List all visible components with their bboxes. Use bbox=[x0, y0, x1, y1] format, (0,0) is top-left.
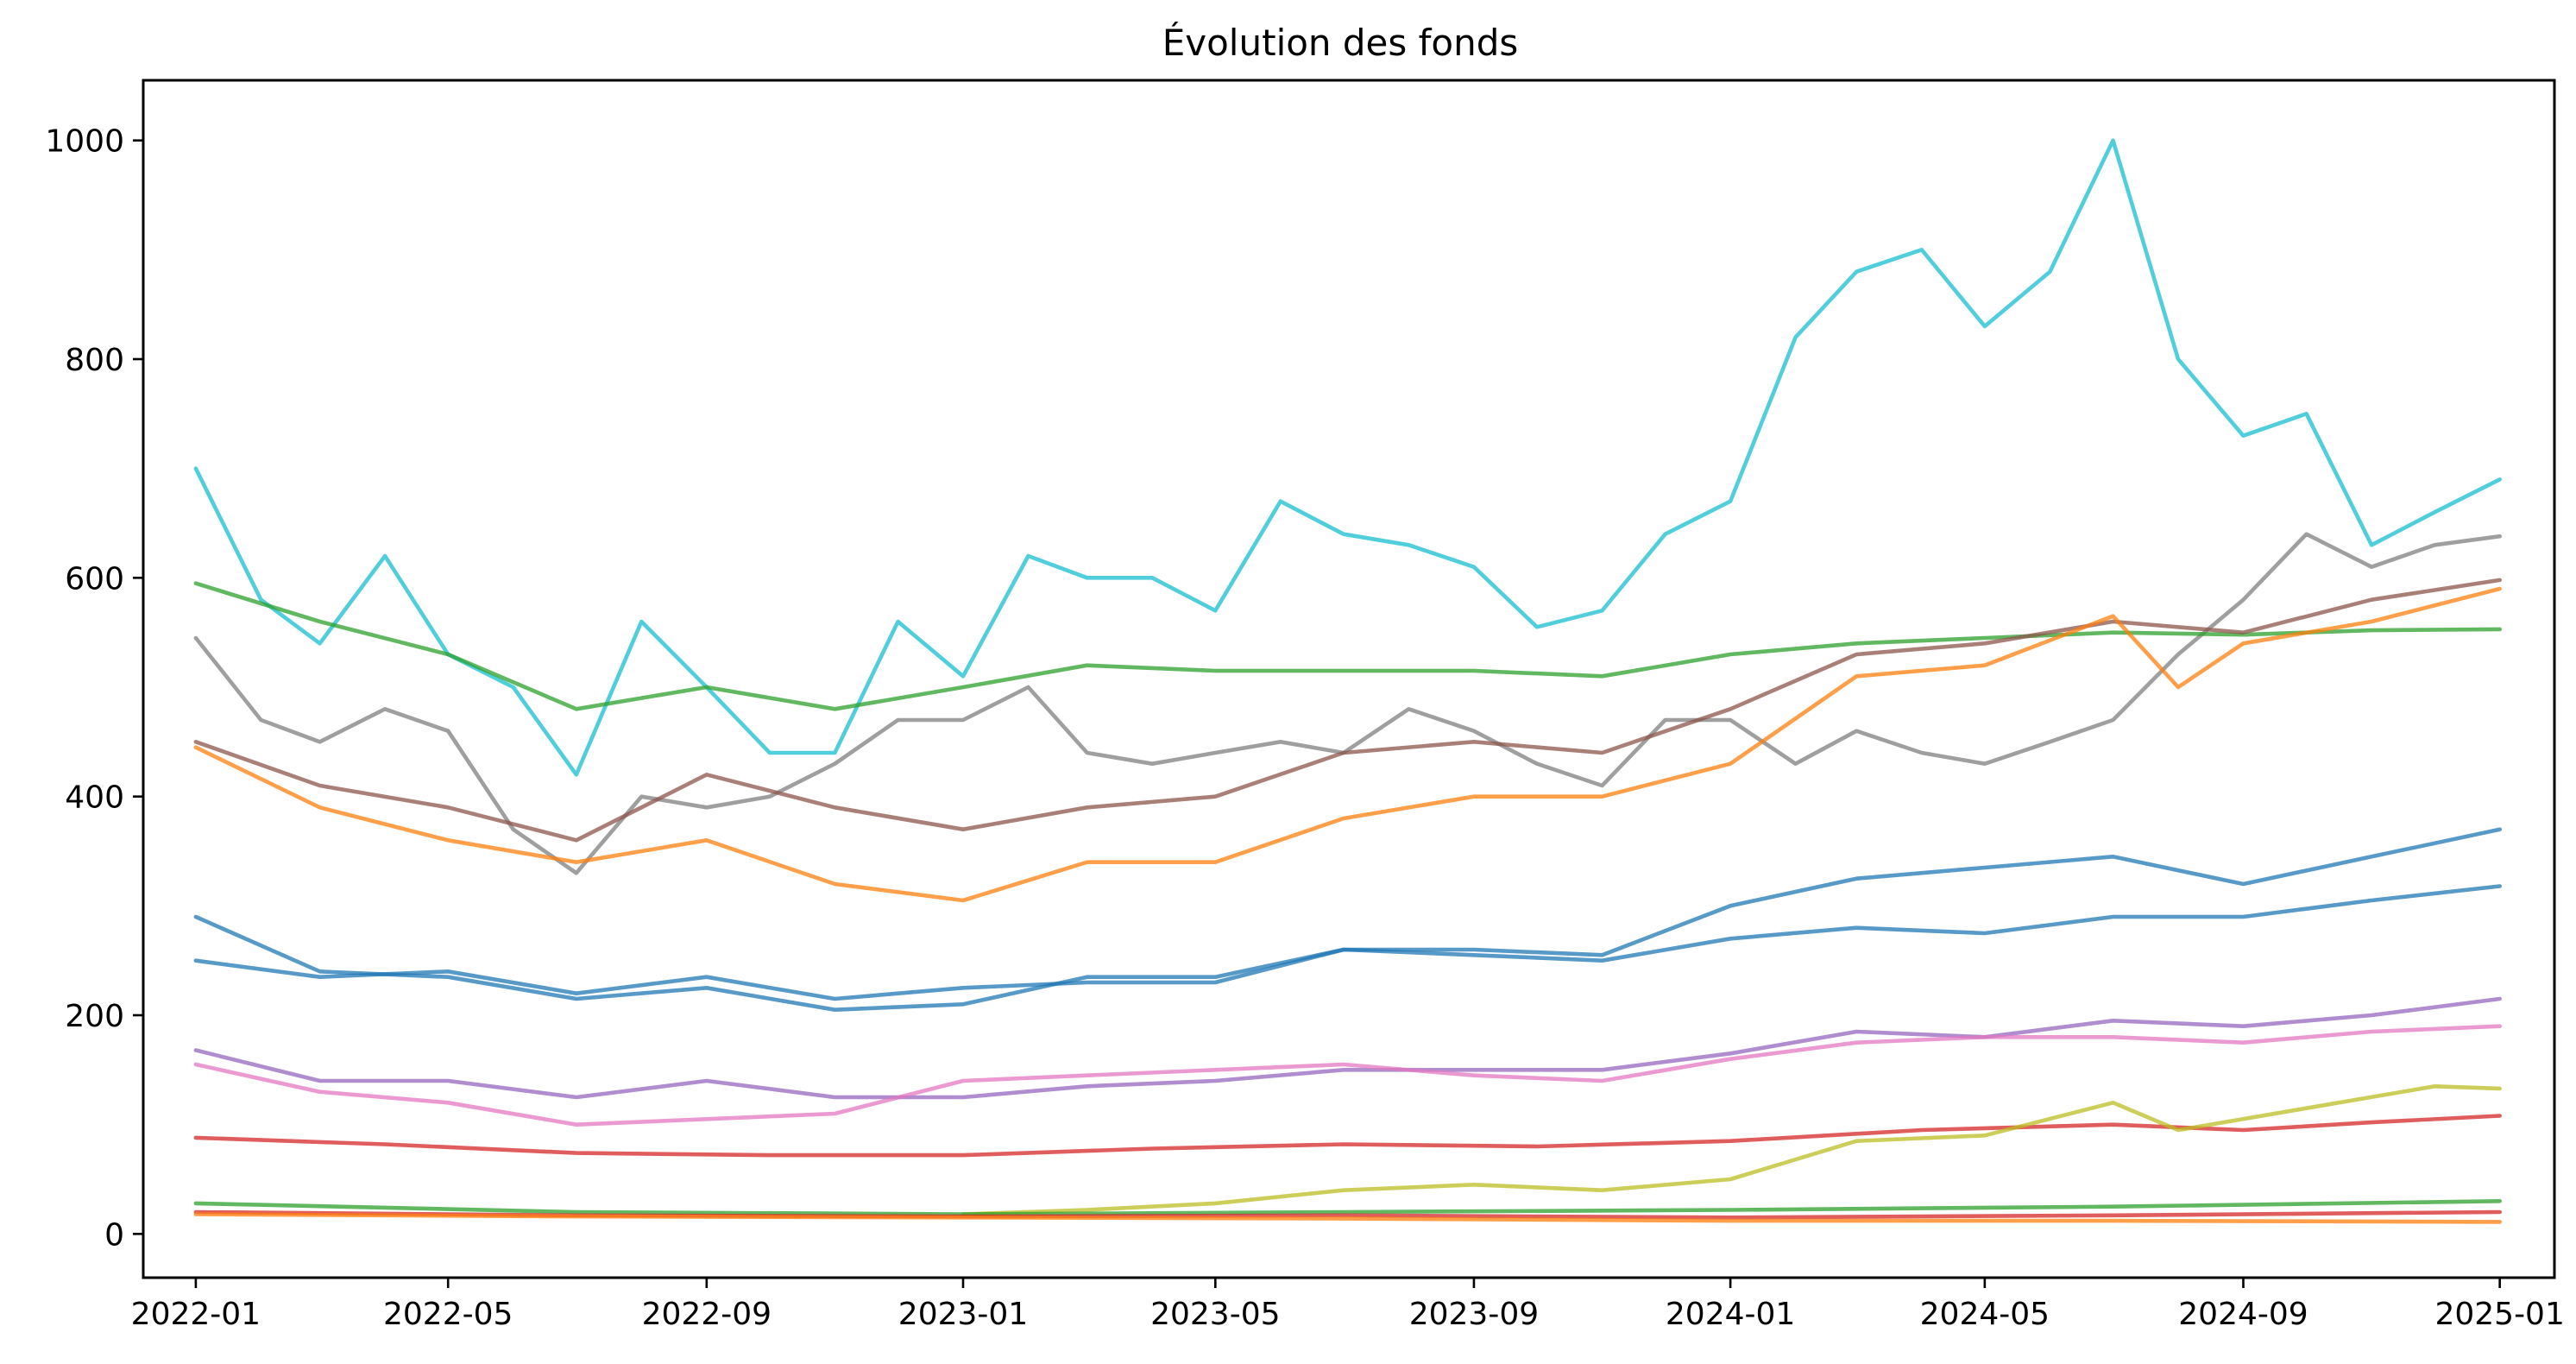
x-tick-label: 2025-01 bbox=[2434, 1297, 2564, 1332]
x-tick-label: 2022-05 bbox=[383, 1297, 513, 1332]
x-axis: 2022-01 2022-05 2022-09 2023-01 2023-05 2023-… bbox=[131, 1278, 2565, 1332]
series-line-7 bbox=[193, 884, 2502, 1001]
y-tick-label: 1000 bbox=[45, 124, 124, 160]
chart-title: Évolution des fonds bbox=[1162, 21, 1519, 64]
x-tick-label: 2023-09 bbox=[1409, 1297, 1539, 1332]
series-layer bbox=[193, 138, 2502, 1224]
x-tick-label: 2022-01 bbox=[131, 1297, 261, 1332]
x-tick-label: 2023-01 bbox=[898, 1297, 1028, 1332]
y-tick-label: 800 bbox=[65, 343, 124, 378]
plot-frame bbox=[142, 79, 2556, 1279]
series-line-8 bbox=[193, 996, 2502, 1100]
series-line-10 bbox=[193, 1114, 2502, 1158]
series-line-14 bbox=[193, 1212, 2502, 1224]
x-tick-label: 2024-05 bbox=[1920, 1297, 2050, 1332]
x-tick-label: 2024-01 bbox=[1666, 1297, 1795, 1332]
y-tick-label: 200 bbox=[65, 999, 124, 1034]
y-axis: 0 200 400 600 800 1000 bbox=[45, 124, 143, 1253]
x-tick-label: 2023-05 bbox=[1150, 1297, 1280, 1332]
y-tick-label: 400 bbox=[65, 780, 124, 816]
series-line-4 bbox=[193, 578, 2502, 843]
x-tick-label: 2022-09 bbox=[642, 1297, 772, 1332]
series-line-1 bbox=[193, 138, 2502, 777]
series-line-9 bbox=[193, 1024, 2502, 1127]
series-line-2 bbox=[193, 532, 2502, 875]
series-line-11 bbox=[960, 1084, 2502, 1216]
series-line-12 bbox=[193, 1199, 2502, 1216]
series-line-3 bbox=[193, 581, 2502, 711]
x-tick-label: 2024-09 bbox=[2178, 1297, 2308, 1332]
y-tick-label: 0 bbox=[104, 1217, 124, 1253]
series-line-5 bbox=[193, 586, 2502, 903]
y-tick-label: 600 bbox=[65, 561, 124, 597]
